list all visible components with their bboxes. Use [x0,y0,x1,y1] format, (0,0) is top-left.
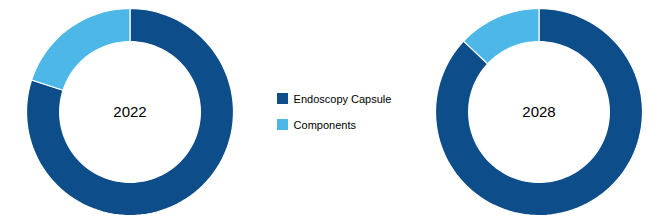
svg-text:2022: 2022 [113,103,146,120]
html-text:Components: Components [293,118,356,131]
svg-text:2028: 2028 [522,103,555,120]
html-text:Endoscopy Capsule: Endoscopy Capsule [293,92,392,105]
